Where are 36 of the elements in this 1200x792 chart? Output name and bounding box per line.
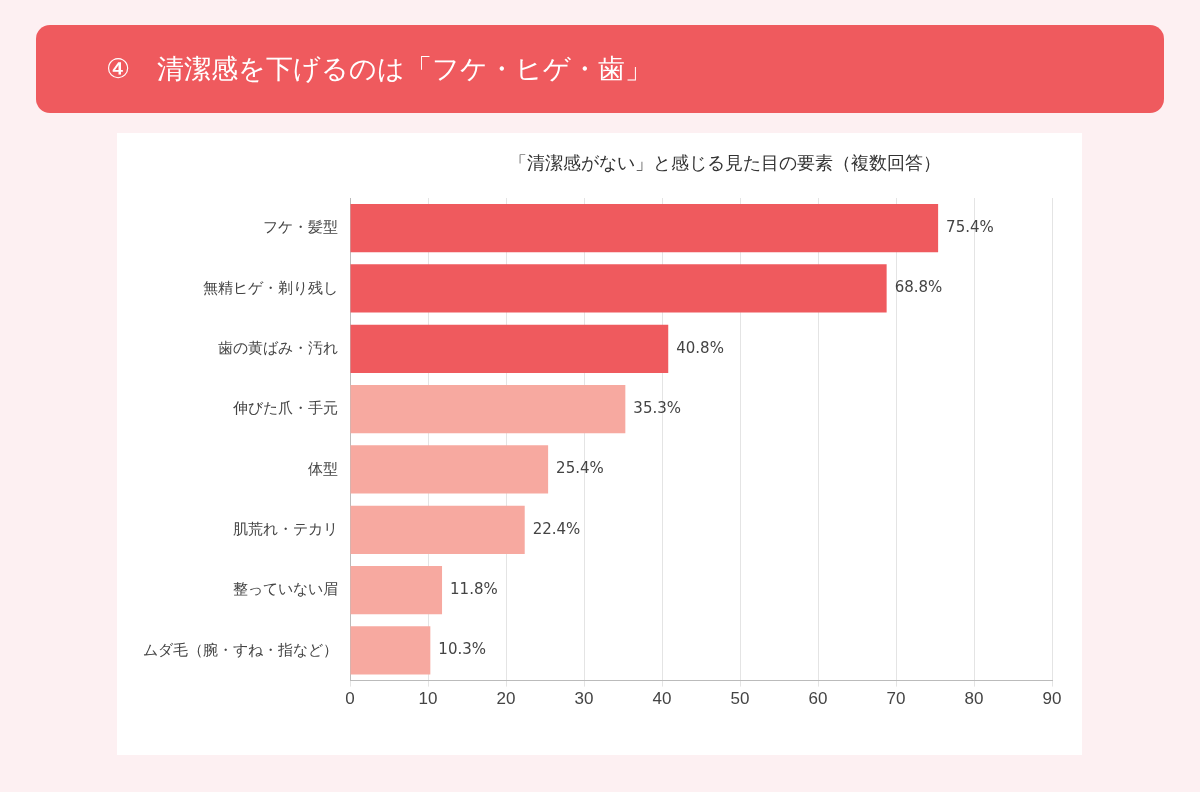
y-tick-label: 無精ヒゲ・剃り残し xyxy=(203,278,338,296)
bar xyxy=(350,626,431,675)
bar xyxy=(350,385,626,434)
x-tick-label: 80 xyxy=(964,689,984,709)
x-tick-label: 0 xyxy=(345,689,355,709)
data-label: 22.4% xyxy=(532,519,581,538)
bar xyxy=(350,264,887,313)
data-label: 11.8% xyxy=(450,580,498,598)
bar xyxy=(350,204,939,253)
chart-subtitle: 「清潔感がない」と感じる見た目の要素（複数回答） xyxy=(507,151,942,175)
x-tick-label: 50 xyxy=(730,689,750,709)
x-tick-label: 90 xyxy=(1042,689,1062,709)
data-label: 40.8% xyxy=(676,338,724,357)
y-tick-label: ムダ毛（腕・すね・指など） xyxy=(143,640,338,658)
chart-title: ④ 清潔感を下げるのは「フケ・ヒゲ・歯」 xyxy=(106,52,653,86)
bar xyxy=(350,445,549,494)
data-label: 35.3% xyxy=(633,399,681,418)
y-tick-label: フケ・髪型 xyxy=(263,218,338,236)
x-tick-label: 10 xyxy=(418,689,438,709)
data-label: 68.8% xyxy=(894,278,943,297)
bar xyxy=(350,505,525,554)
y-tick-label: 歯の黄ばみ・汚れ xyxy=(218,338,338,356)
x-tick-label: 70 xyxy=(886,689,906,709)
bar xyxy=(350,324,669,373)
data-label: 10.3% xyxy=(438,640,486,659)
y-tick-label: 体型 xyxy=(308,459,338,477)
x-tick-label: 60 xyxy=(808,689,828,709)
y-tick-label: 伸びた爪・手元 xyxy=(232,399,338,417)
x-tick-label: 30 xyxy=(574,689,594,709)
data-label: 75.4% xyxy=(946,218,994,237)
y-tick-label: 肌荒れ・テカリ xyxy=(233,519,338,537)
y-tick-label: 整っていない眉 xyxy=(233,580,338,598)
x-tick-label: 40 xyxy=(652,689,672,709)
bar xyxy=(350,565,443,615)
x-tick-label: 20 xyxy=(496,689,516,709)
data-label: 25.4% xyxy=(556,459,604,478)
